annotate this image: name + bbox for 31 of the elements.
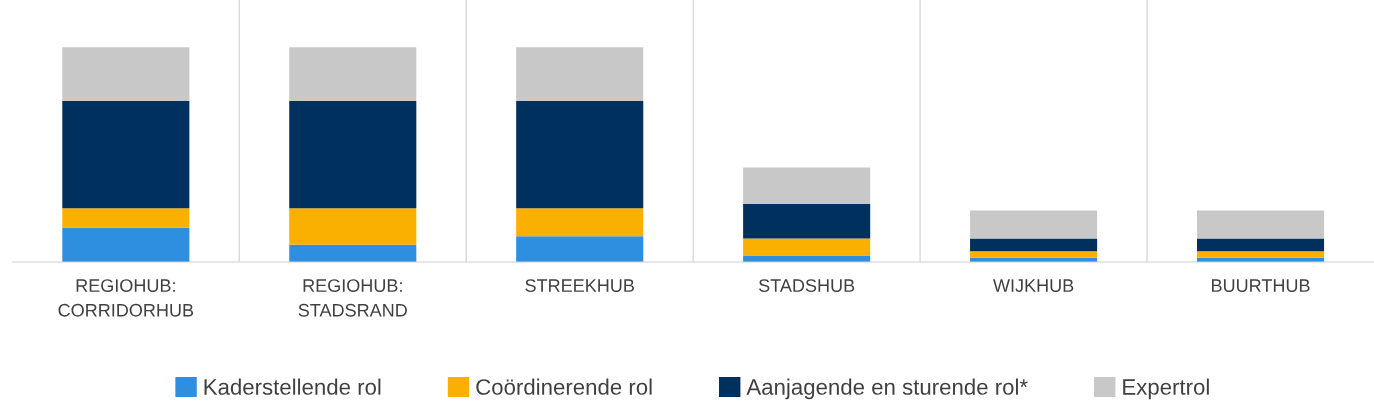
bar bbox=[1196, 251, 1325, 258]
bar bbox=[289, 47, 417, 101]
bar bbox=[970, 210, 1098, 239]
bar bbox=[62, 227, 190, 263]
x-tick-label: STADSHUB bbox=[758, 279, 855, 292]
bar bbox=[289, 244, 417, 263]
bar bbox=[516, 208, 644, 237]
bar bbox=[516, 100, 644, 209]
x-tick-label: REGIOHUB: STADSRAND bbox=[298, 279, 407, 317]
bar bbox=[516, 47, 644, 101]
bar bbox=[516, 236, 644, 263]
x-tick-label: WIJKHUB bbox=[993, 279, 1074, 292]
x-tick-label: STREEKHUB bbox=[525, 279, 634, 292]
bar bbox=[970, 251, 1098, 258]
bar bbox=[970, 238, 1098, 252]
bar bbox=[289, 208, 417, 245]
bar bbox=[62, 47, 190, 101]
bar bbox=[62, 100, 190, 209]
bar bbox=[62, 208, 190, 228]
bar bbox=[743, 167, 871, 205]
bar bbox=[743, 204, 871, 239]
x-tick-label: BUURTHUB bbox=[1212, 279, 1310, 292]
legend-label: Kaderstellende rol bbox=[204, 378, 381, 395]
x-tick-label: REGIOHUB: CORRIDORHUB bbox=[58, 279, 194, 317]
legend-label: Coördinerende rol bbox=[476, 378, 652, 395]
bar bbox=[1196, 238, 1325, 252]
bar bbox=[1196, 210, 1325, 239]
bar bbox=[743, 238, 871, 256]
legend-label: Expertrol bbox=[1123, 378, 1209, 400]
legend-label: Aanjagende en sturende rol* bbox=[746, 378, 1028, 400]
bar bbox=[289, 100, 417, 209]
